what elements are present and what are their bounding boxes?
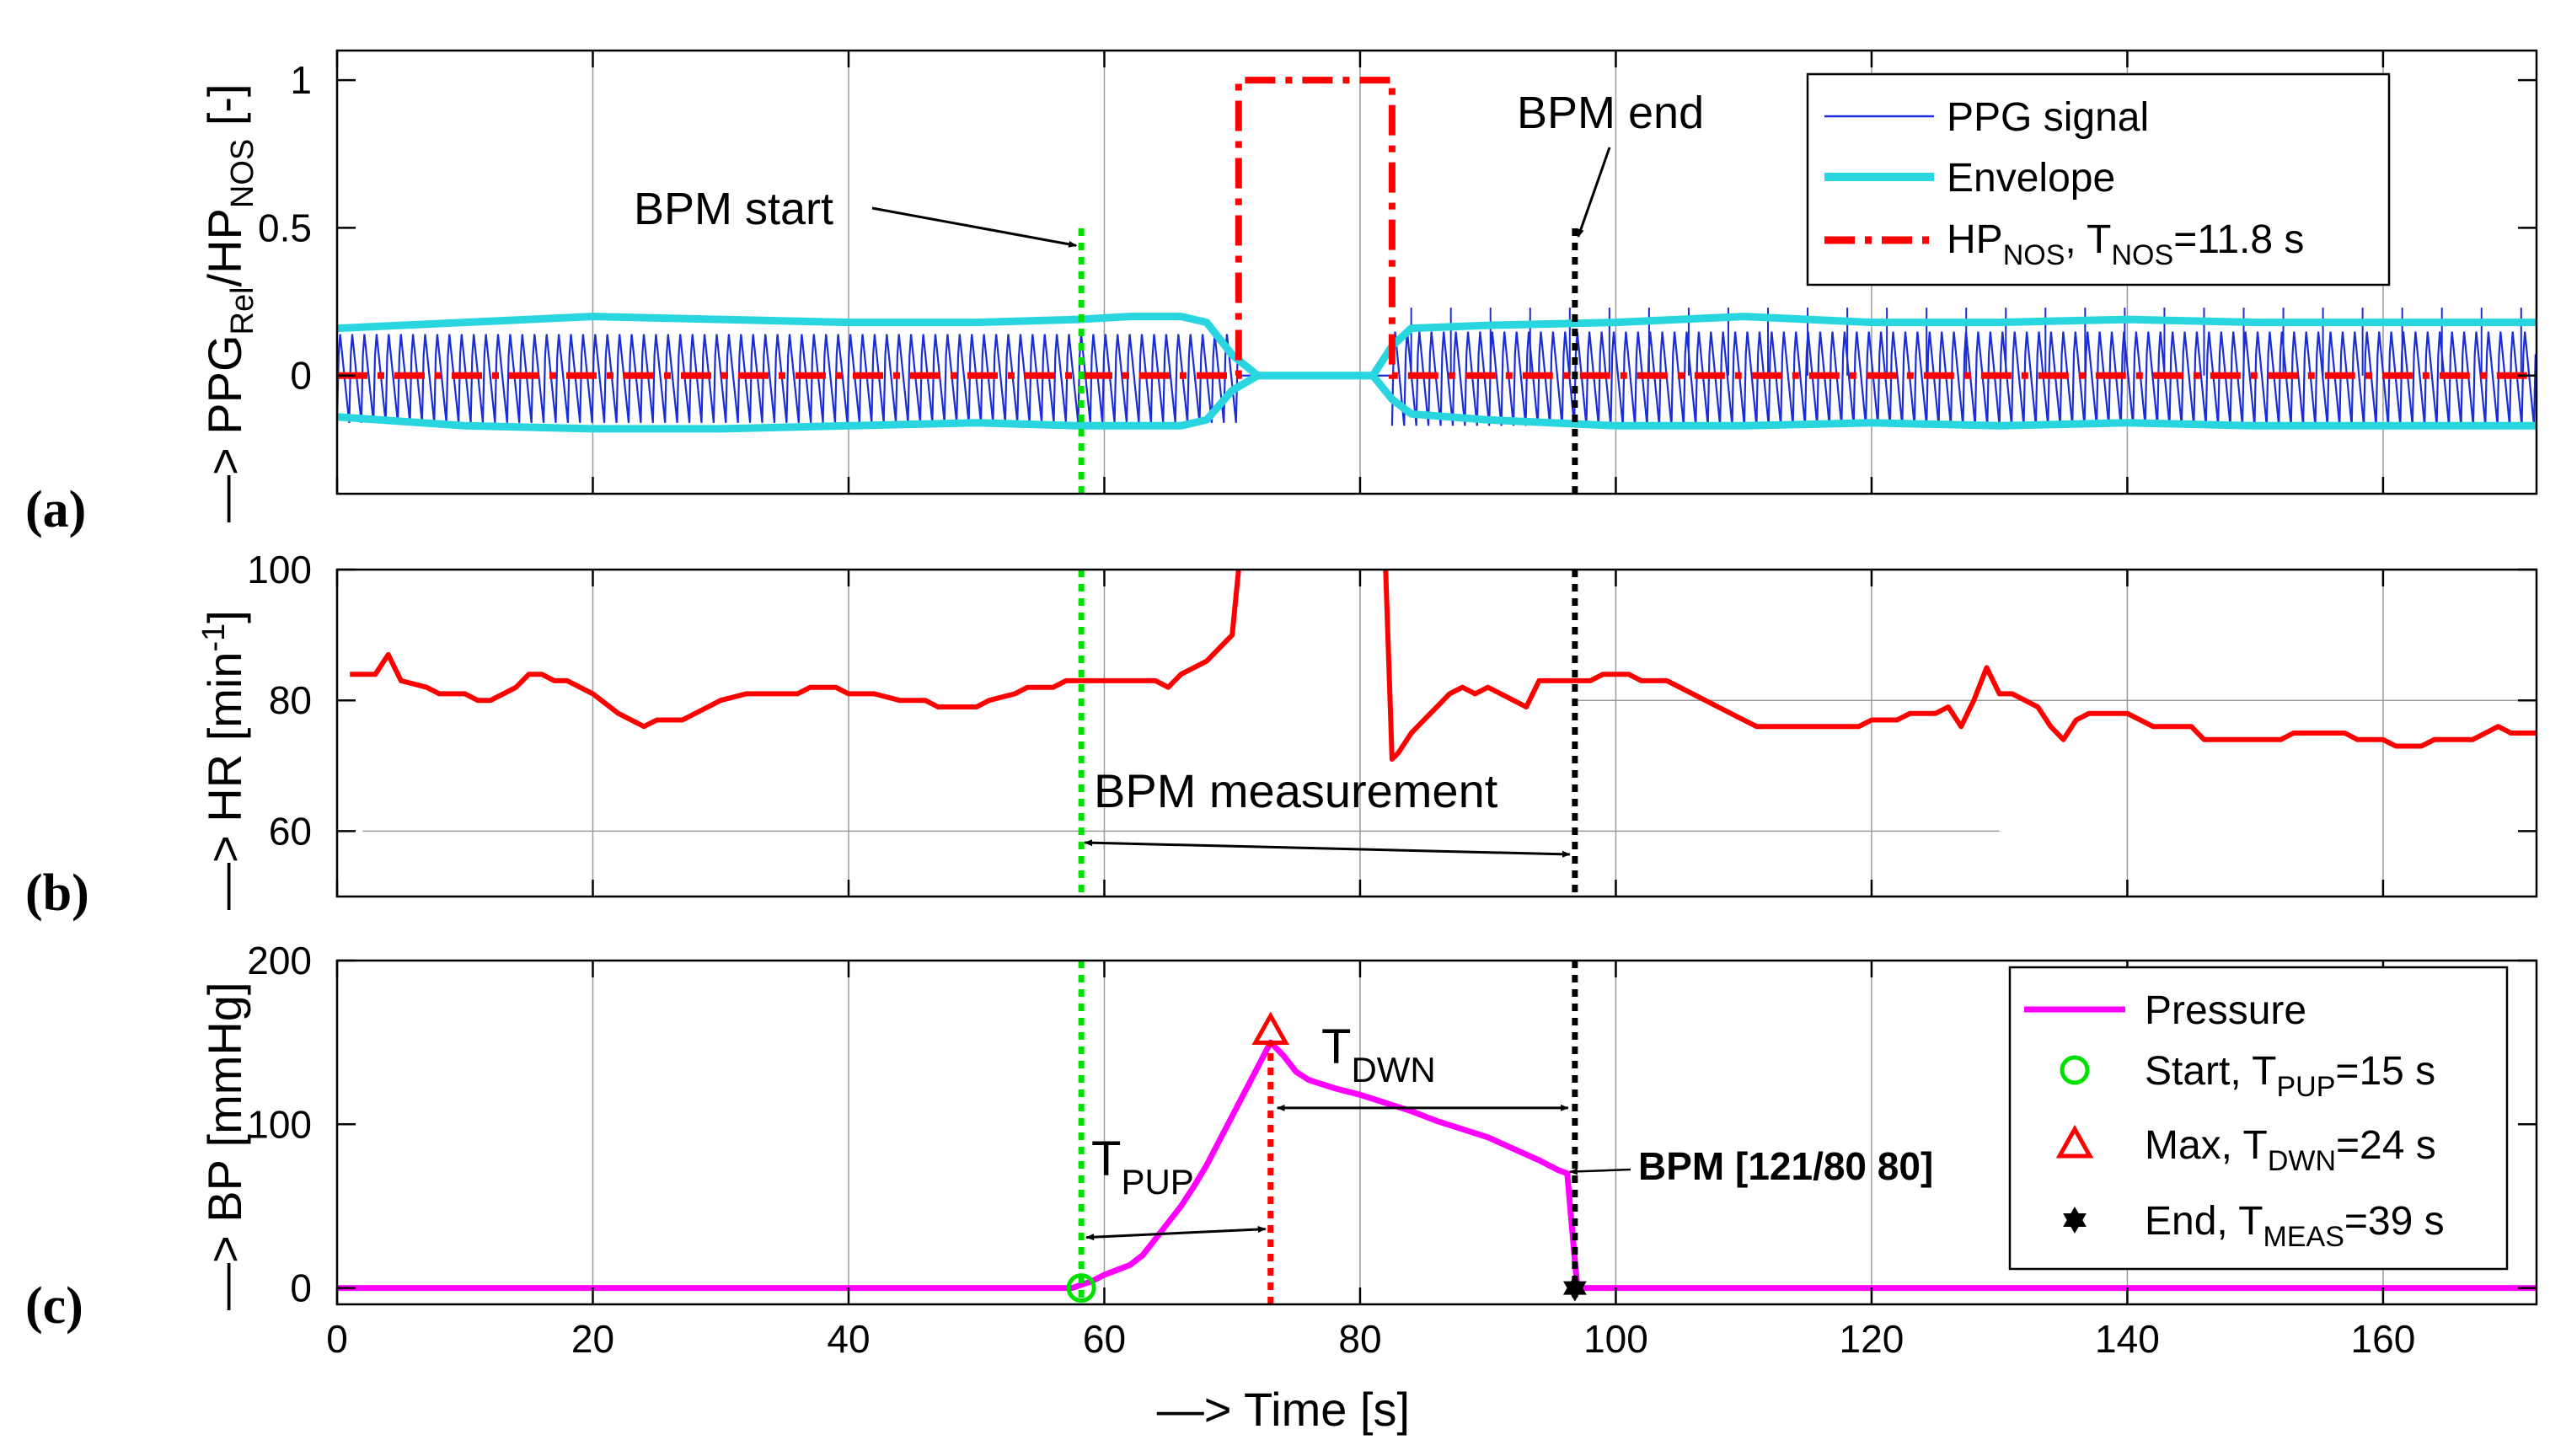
panel-2-grid bbox=[592, 570, 2384, 897]
panel-1-frame bbox=[335, 49, 2538, 495]
text-part: DWN bbox=[1351, 1050, 1435, 1089]
text-part: Start, T bbox=[2145, 1049, 2277, 1094]
panel-label: (c) bbox=[25, 1277, 83, 1335]
legend-label: Envelope bbox=[1947, 156, 2115, 201]
y-tick-label: 0.5 bbox=[258, 206, 312, 249]
text-part: HP bbox=[1947, 217, 2003, 262]
x-tick-label: 140 bbox=[2095, 1317, 2160, 1361]
annotation-arrow bbox=[1577, 147, 1611, 238]
x-tick-label: 20 bbox=[571, 1317, 614, 1361]
text-part: Rel bbox=[225, 286, 260, 335]
text-part: -1 bbox=[196, 624, 232, 652]
annotation-arrow bbox=[871, 206, 1078, 248]
star-part bbox=[2063, 1213, 2087, 1234]
annotation-bpm-start: BPM start bbox=[634, 184, 833, 234]
legend-label: PPG signal bbox=[1947, 95, 2149, 140]
x-tick-label: 120 bbox=[1840, 1317, 1904, 1361]
text-part: T bbox=[1321, 1020, 1351, 1074]
text-part: NOS bbox=[2112, 239, 2174, 271]
text-part: T bbox=[1091, 1132, 1121, 1186]
panel-a-plot bbox=[337, 77, 2537, 433]
text-part: ] bbox=[198, 610, 251, 624]
y-tick-label: 1 bbox=[290, 58, 312, 102]
y-axis-label-c: —> BP [mmHg] bbox=[198, 982, 251, 1310]
annotation-arrow bbox=[1085, 1225, 1267, 1241]
text-part: MEAS bbox=[2263, 1221, 2344, 1253]
annotation-bpm-measurement: BPM measurement bbox=[1094, 764, 1498, 817]
text-part: —> BP [mmHg] bbox=[198, 982, 251, 1310]
end-point-marker bbox=[1562, 1274, 1587, 1302]
x-tick-label: 160 bbox=[2351, 1317, 2416, 1361]
frame-layer bbox=[335, 49, 2538, 1306]
ppg-signal-line bbox=[337, 334, 1239, 423]
text-part: —> PPG bbox=[198, 335, 251, 522]
envelope-lower-line bbox=[337, 372, 2537, 433]
panel-label: (a) bbox=[25, 481, 86, 538]
y-tick-label: 0 bbox=[290, 1266, 312, 1310]
ppg-signal-line bbox=[1390, 331, 2537, 426]
legend-box bbox=[2008, 966, 2509, 1271]
text-part: =15 s bbox=[2335, 1049, 2435, 1094]
text-part: PUP bbox=[1121, 1162, 1193, 1202]
annotation-bpm-result: BPM [121/80 80] bbox=[1638, 1144, 1933, 1188]
x-tick-label: 40 bbox=[827, 1317, 870, 1361]
annotation-arrow bbox=[1568, 1168, 1631, 1175]
y-tick-label: 100 bbox=[247, 1102, 312, 1146]
annotation-t-pup: TPUP bbox=[1091, 1132, 1194, 1202]
text-part: —> HR [min bbox=[198, 652, 251, 911]
text-part: NOS bbox=[225, 139, 260, 208]
text-part: End, T bbox=[2145, 1199, 2263, 1244]
legend-label: Pressure bbox=[2145, 988, 2306, 1033]
text-part: , T bbox=[2065, 217, 2111, 262]
hp-nos-line bbox=[337, 77, 2537, 379]
text-part: [-] bbox=[198, 83, 251, 138]
text-part: =39 s bbox=[2344, 1199, 2445, 1244]
annotation-bpm-end: BPM end bbox=[1517, 88, 1704, 138]
start-point-marker bbox=[1066, 1273, 1096, 1303]
star-part bbox=[1562, 1281, 1587, 1302]
panel-3-frame bbox=[335, 959, 2538, 1306]
x-tick-label: 80 bbox=[1338, 1317, 1381, 1361]
y-tick-label: 60 bbox=[269, 809, 312, 853]
max-point-marker bbox=[1251, 1011, 1290, 1046]
x-axis-label: —> Time [s] bbox=[1157, 1383, 1410, 1436]
hr-line bbox=[350, 570, 1241, 730]
x-tick-label: 100 bbox=[1583, 1317, 1648, 1361]
legend-swatch bbox=[2055, 1124, 2094, 1159]
y-tick-label: 80 bbox=[269, 678, 312, 722]
legend-label: Max, TDWN=24 s bbox=[2145, 1123, 2436, 1177]
x-tick-label: 0 bbox=[326, 1317, 348, 1361]
panel-label: (b) bbox=[25, 864, 89, 922]
text-part: NOS bbox=[2003, 239, 2065, 271]
text-part: PUP bbox=[2277, 1071, 2336, 1103]
legend-label: End, TMEAS=39 s bbox=[2145, 1199, 2445, 1253]
legend-label: HPNOS, TNOS=11.8 s bbox=[1947, 217, 2304, 271]
text-part: /HP bbox=[198, 208, 251, 286]
legend-swatch bbox=[2063, 1207, 2087, 1234]
text-part: Max, T bbox=[2145, 1123, 2268, 1168]
text-part: =11.8 s bbox=[2173, 217, 2304, 262]
text-part: DWN bbox=[2268, 1145, 2336, 1177]
text-part: =24 s bbox=[2336, 1123, 2436, 1168]
panel-2-frame bbox=[335, 568, 2538, 898]
annotation-arrow bbox=[1084, 839, 1571, 858]
y-axis-label-b: —> HR [min-1] bbox=[196, 610, 251, 910]
legend-label: Start, TPUP=15 s bbox=[2145, 1049, 2435, 1103]
annotation-t-dwn: TDWN bbox=[1321, 1020, 1436, 1089]
legend-swatch bbox=[2060, 1055, 2090, 1085]
x-tick-label: 60 bbox=[1083, 1317, 1126, 1361]
data-layer bbox=[337, 77, 2537, 1304]
y-tick-label: 100 bbox=[247, 548, 312, 592]
legend-c: Pressure Start, TPUP=15 s Max, TDWN=24 s En… bbox=[2008, 966, 2509, 1271]
y-tick-label: 0 bbox=[290, 354, 312, 398]
panel-b-plot bbox=[350, 570, 2537, 832]
hr-line bbox=[1383, 570, 2537, 762]
y-axis-label-a: —> PPGRel/HPNOS [-] bbox=[198, 83, 260, 522]
y-tick-label: 200 bbox=[247, 939, 312, 982]
